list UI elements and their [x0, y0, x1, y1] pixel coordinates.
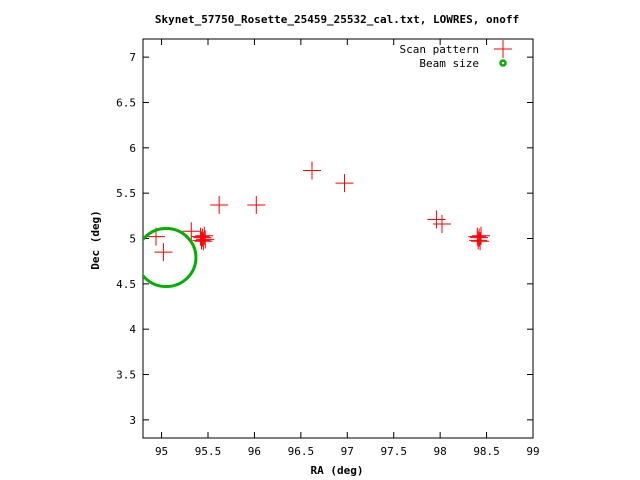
chart-title: Skynet_57750_Rosette_25459_25532_cal.txt…: [155, 13, 519, 26]
legend-beam-circle: [499, 59, 507, 67]
scan-point: [191, 227, 210, 246]
scan-point: [192, 231, 211, 250]
scan-point: [195, 226, 214, 245]
x-axis-label: RA (deg): [311, 464, 364, 477]
y-tick-label: 3.5: [116, 369, 136, 382]
scan-point: [433, 214, 451, 233]
y-tick-label: 5: [129, 233, 136, 246]
y-tick-label: 6: [129, 142, 136, 155]
scan-point: [182, 222, 201, 241]
x-tick-label: 95: [155, 445, 168, 458]
x-tick-label: 97: [341, 445, 354, 458]
scan-point: [196, 230, 215, 249]
scan-point: [470, 228, 489, 247]
scan-point: [468, 227, 487, 246]
scan-pattern-points: [147, 161, 490, 262]
y-tick-label: 3: [129, 414, 136, 427]
x-tick-label: 96.5: [288, 445, 315, 458]
scan-point: [210, 195, 229, 214]
scan-point: [303, 161, 321, 180]
y-tick-label: 7: [129, 51, 136, 64]
x-tick-label: 97.5: [380, 445, 407, 458]
legend-beam-size-label: Beam size: [419, 57, 479, 70]
scan-point: [469, 231, 488, 250]
x-tick-label: 98: [434, 445, 447, 458]
legend: Scan pattern Beam size: [400, 40, 512, 70]
y-tick-labels: 3 3.5 4 4.5 5 5.5 6 6.5 7: [116, 51, 136, 427]
scan-point: [193, 228, 212, 247]
scan-point: [154, 243, 173, 262]
x-tick-label: 95.5: [195, 445, 222, 458]
scan-point: [335, 174, 354, 193]
axis-ticks: [143, 39, 534, 438]
y-tick-label: 6.5: [116, 96, 136, 109]
legend-beam-size-marker: [499, 59, 507, 67]
legend-scan-pattern-label: Scan pattern: [400, 43, 479, 56]
y-tick-label: 5.5: [116, 187, 136, 200]
beam-size-layer: [143, 227, 198, 289]
y-tick-label: 4.5: [116, 278, 136, 291]
scan-point: [194, 232, 213, 251]
y-tick-label: 4: [129, 323, 136, 336]
x-tick-labels: 95 95.5 96 96.5 97 97.5 98 98.5 99: [155, 445, 540, 458]
scan-point: [471, 232, 490, 251]
x-tick-label: 96: [248, 445, 261, 458]
beam-size-circle: [143, 227, 198, 289]
scan-point: [472, 226, 490, 245]
x-tick-label: 99: [526, 445, 539, 458]
legend-scan-pattern-marker: [494, 40, 512, 58]
y-axis-label: Dec (deg): [89, 210, 102, 270]
x-tick-label: 98.5: [473, 445, 500, 458]
scan-point: [427, 210, 446, 229]
scan-point: [247, 195, 266, 214]
